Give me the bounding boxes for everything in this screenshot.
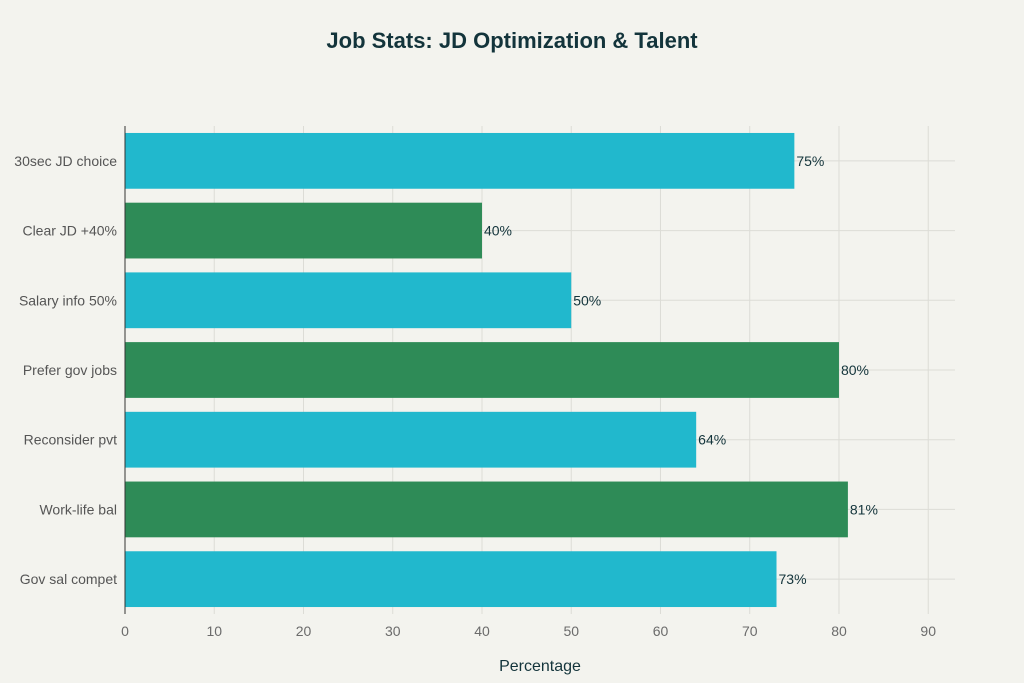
x-tick-label: 10 bbox=[206, 623, 222, 639]
x-tick-label: 20 bbox=[296, 623, 312, 639]
x-tick-label: 70 bbox=[742, 623, 758, 639]
bar-data-label: 73% bbox=[779, 571, 807, 587]
bar-data-label: 75% bbox=[796, 153, 824, 169]
bar-data-label: 80% bbox=[841, 362, 869, 378]
x-tick-label: 0 bbox=[121, 623, 129, 639]
x-tick-label: 80 bbox=[831, 623, 847, 639]
bar-data-label: 81% bbox=[850, 501, 878, 517]
y-category-label: Reconsider pvt bbox=[24, 432, 117, 448]
bar-data-label: 50% bbox=[573, 292, 601, 308]
chart-title: Job Stats: JD Optimization & Talent bbox=[326, 28, 698, 53]
bar bbox=[125, 481, 848, 538]
bar-data-label: 64% bbox=[698, 432, 726, 448]
bar bbox=[125, 411, 697, 468]
x-axis-title: Percentage bbox=[499, 658, 581, 675]
y-category-label: Prefer gov jobs bbox=[23, 362, 117, 378]
bar-data-label: 40% bbox=[484, 223, 512, 239]
bar bbox=[125, 551, 777, 608]
y-category-label: Work-life bal bbox=[39, 501, 117, 517]
y-category-label: 30sec JD choice bbox=[14, 153, 117, 169]
x-tick-label: 40 bbox=[474, 623, 490, 639]
y-category-label: Gov sal compet bbox=[20, 571, 117, 587]
x-tick-label: 50 bbox=[563, 623, 579, 639]
y-category-label: Clear JD +40% bbox=[22, 223, 117, 239]
x-tick-label: 30 bbox=[385, 623, 401, 639]
bar bbox=[125, 132, 795, 189]
bar bbox=[125, 272, 572, 329]
x-tick-label: 60 bbox=[653, 623, 669, 639]
bar bbox=[125, 202, 482, 259]
bar bbox=[125, 342, 839, 398]
x-tick-label: 90 bbox=[920, 623, 936, 639]
y-category-label: Salary info 50% bbox=[19, 292, 117, 308]
